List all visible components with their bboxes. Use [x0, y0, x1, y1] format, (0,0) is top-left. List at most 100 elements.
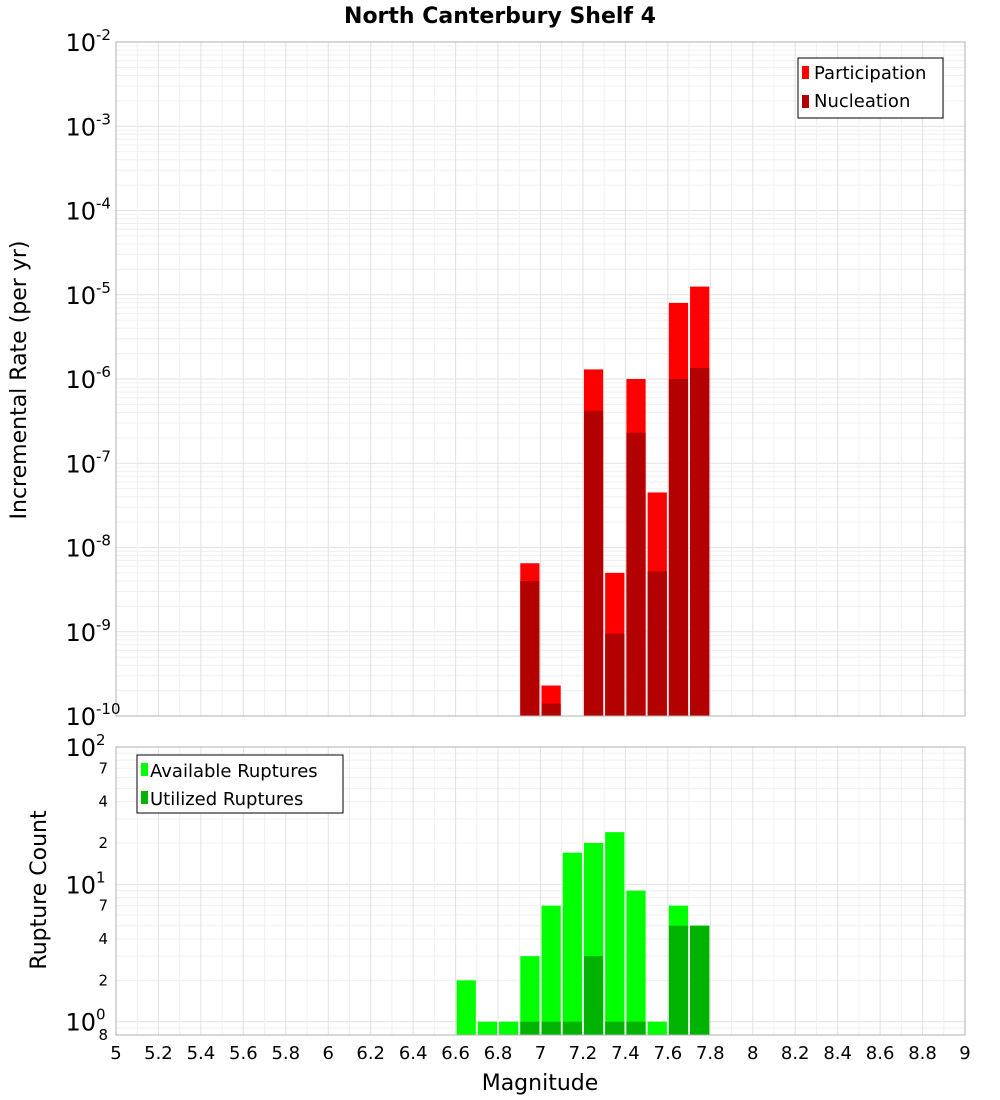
x-tick-label: 5.6 [229, 1043, 258, 1064]
bottom-y-minor-tick-label: 8 [98, 1026, 108, 1044]
bottom-bar-a [605, 832, 625, 1035]
x-tick-label: 7.8 [696, 1043, 725, 1064]
x-axis-label: Magnitude [482, 1071, 599, 1096]
legend-label-available: Available Ruptures [150, 761, 318, 782]
bottom-y-tick-exponent: 2 [96, 731, 106, 749]
bottom-y-minor-tick-label: 4 [98, 793, 108, 811]
x-tick-label: 8.6 [866, 1043, 895, 1064]
x-tick-label: 7.4 [611, 1043, 640, 1064]
bottom-bar-b [520, 1021, 540, 1035]
top-y-tick-exponent: -3 [96, 110, 111, 128]
bottom-bar-b [668, 925, 689, 1035]
bottom-legend: Available Ruptures Utilized Ruptures [136, 754, 344, 814]
top-y-tick-label: 10 [65, 282, 96, 310]
bottom-bar-b [562, 1021, 582, 1035]
bottom-bar-a [562, 852, 582, 1035]
bottom-y-tick-label: 10 [65, 734, 96, 762]
x-tick-label: 5 [110, 1043, 121, 1064]
legend-swatch-utilized [141, 791, 148, 804]
x-tick-label: 5.4 [187, 1043, 216, 1064]
top-y-tick-label: 10 [65, 29, 96, 57]
bottom-y-tick-exponent: 1 [96, 868, 106, 886]
top-y-tick-exponent: -8 [96, 532, 111, 550]
top-bar-b [668, 379, 689, 716]
bottom-bar-a [647, 1021, 667, 1035]
top-plot-area [115, 41, 966, 717]
bottom-bar-b [605, 1021, 625, 1035]
top-y-tick-label: 10 [65, 703, 96, 731]
top-y-tick-label: 10 [65, 198, 96, 226]
top-y-tick-exponent: -7 [96, 447, 111, 465]
bottom-bar-b [541, 1021, 561, 1035]
x-tick-label: 9 [959, 1043, 970, 1064]
top-y-tick-label: 10 [65, 535, 96, 563]
x-tick-label: 6.6 [441, 1043, 470, 1064]
chart-title: North Canterbury Shelf 4 [344, 4, 656, 29]
bottom-y-minor-tick-label: 7 [98, 897, 108, 915]
x-tick-label: 6 [323, 1043, 334, 1064]
bottom-bar-b [583, 956, 604, 1035]
top-bar-b [647, 571, 667, 716]
top-y-tick-exponent: -2 [96, 26, 111, 44]
bottom-bars [456, 832, 710, 1035]
top-y-tick-label: 10 [65, 113, 96, 141]
x-tick-label: 7.2 [569, 1043, 598, 1064]
top-y-tick-exponent: -4 [96, 195, 111, 213]
top-y-axis-label: Incremental Rate (per yr) [7, 241, 32, 520]
top-y-tick-labels: 10-210-310-410-510-610-710-810-910-10 [65, 26, 120, 731]
bottom-y-minor-tick-label: 2 [98, 834, 108, 852]
x-tick-label: 7.6 [654, 1043, 683, 1064]
x-tick-label: 8.8 [908, 1043, 937, 1064]
bottom-bar-a [456, 980, 476, 1035]
top-bar-b [690, 368, 710, 716]
top-y-tick-label: 10 [65, 619, 96, 647]
bottom-bar-a [626, 890, 646, 1035]
top-bar-b [605, 633, 625, 716]
x-tick-label: 5.2 [144, 1043, 173, 1064]
bottom-y-tick-exponent: 0 [96, 1006, 106, 1024]
bottom-y-tick-label: 10 [65, 871, 96, 899]
bottom-bar-b [626, 1021, 646, 1035]
bottom-y-tick-label: 10 [65, 1009, 96, 1037]
bottom-y-minor-tick-label: 7 [98, 759, 108, 777]
top-bars [520, 286, 710, 716]
top-gridlines [115, 41, 966, 717]
bottom-y-minor-tick-label: 4 [98, 930, 108, 948]
x-tick-label: 8.4 [823, 1043, 852, 1064]
top-y-tick-exponent: -6 [96, 363, 111, 381]
top-y-tick-label: 10 [65, 366, 96, 394]
x-tick-label: 8.2 [781, 1043, 810, 1064]
x-tick-label: 8 [747, 1043, 758, 1064]
bottom-plot-area [115, 746, 966, 1036]
top-y-tick-exponent: -10 [96, 700, 121, 718]
bottom-gridlines [115, 746, 966, 1036]
top-y-tick-exponent: -9 [96, 616, 111, 634]
x-tick-labels: 5 5.2 5.4 5.6 5.8 6 6.2 6.4 6.6 6.8 7 7.2 7.4 7.6 7.8 8… [110, 1043, 970, 1064]
bottom-bar-a [477, 1021, 498, 1035]
legend-swatch-participation [802, 66, 809, 79]
bottom-bar-b [690, 925, 710, 1035]
top-bar-b [583, 410, 604, 716]
top-y-tick-label: 10 [65, 450, 96, 478]
bottom-bar-a [499, 1021, 519, 1035]
legend-swatch-available [141, 763, 148, 776]
x-tick-label: 6.4 [399, 1043, 428, 1064]
top-y-tick-exponent: -5 [96, 279, 111, 297]
top-bar-b [520, 581, 540, 716]
bottom-y-axis-label: Rupture Count [27, 810, 52, 970]
x-tick-label: 6.2 [356, 1043, 385, 1064]
x-tick-label: 5.8 [271, 1043, 300, 1064]
bottom-bar-a [541, 905, 561, 1035]
legend-swatch-nucleation [802, 95, 809, 108]
top-bar-b [626, 432, 646, 716]
legend-label-nucleation: Nucleation [814, 91, 910, 112]
legend-label-participation: Participation [814, 63, 926, 84]
top-legend: Participation Nucleation [797, 57, 944, 119]
top-bar-b [541, 703, 561, 716]
x-tick-label: 7 [535, 1043, 546, 1064]
x-tick-label: 6.8 [484, 1043, 513, 1064]
legend-label-utilized: Utilized Ruptures [150, 789, 303, 810]
bottom-y-minor-tick-label: 2 [98, 971, 108, 989]
